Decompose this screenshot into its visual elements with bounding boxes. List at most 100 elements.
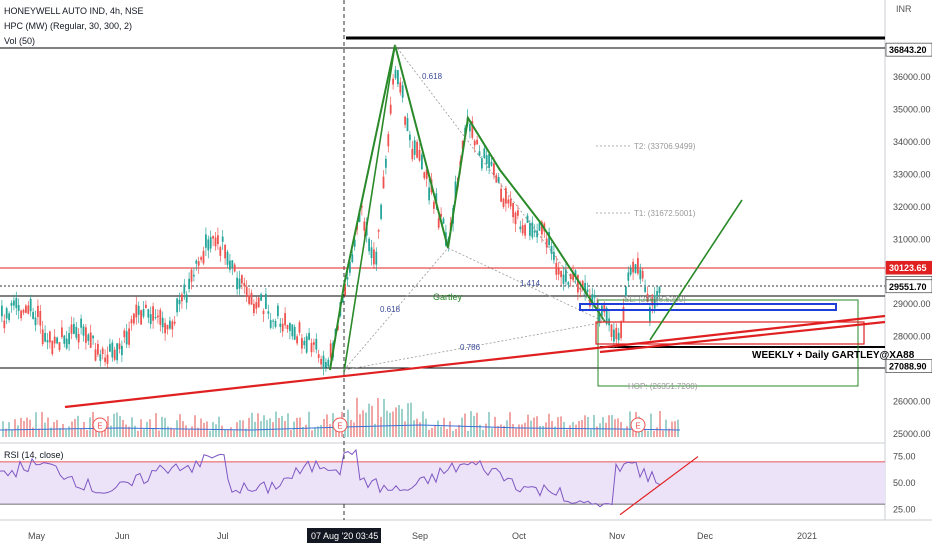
candle-body — [440, 213, 442, 217]
price-tick-3: 33000.00 — [893, 169, 931, 179]
candle-body — [565, 269, 567, 282]
candle-body — [418, 149, 421, 161]
candle-body — [190, 269, 193, 282]
price-tick-4: 32000.00 — [893, 202, 931, 212]
volume-bar — [371, 405, 373, 437]
candle-body — [169, 320, 171, 329]
candle-body — [344, 284, 346, 296]
volume-bar — [608, 415, 610, 437]
volume-bar — [482, 429, 484, 437]
candle-body — [231, 260, 234, 269]
volume-bar — [527, 414, 529, 437]
symbol-title[interactable]: HONEYWELL AUTO IND, 4h, NSE — [4, 6, 144, 16]
candle-body — [202, 250, 205, 264]
volume-bar — [26, 417, 28, 437]
volume-bar — [215, 424, 217, 437]
candle-body — [183, 284, 186, 294]
volume-bar — [434, 424, 436, 437]
candle-body — [44, 332, 46, 342]
candle-body — [147, 309, 150, 318]
volume-bar — [335, 429, 337, 437]
volume-bar — [209, 430, 211, 437]
volume-bar — [59, 427, 61, 437]
candle-body — [598, 312, 601, 323]
volume-bar — [479, 424, 481, 437]
candle-body — [164, 323, 166, 334]
candle-body — [423, 172, 426, 179]
candle-body — [236, 277, 238, 290]
volume-bar — [665, 419, 667, 437]
volume-bar — [623, 429, 625, 437]
volume-bar — [464, 413, 466, 437]
volume-bar — [632, 426, 634, 437]
volume-bar — [20, 417, 22, 437]
candle-body — [10, 302, 13, 306]
volume-bar — [506, 420, 508, 437]
volume-legend[interactable]: Vol (50) — [4, 36, 36, 46]
candle-body — [80, 318, 82, 328]
volume-bar — [266, 420, 268, 437]
candle-body — [154, 316, 157, 318]
candle-body — [188, 278, 190, 290]
candle-body — [303, 340, 306, 346]
rsi-legend[interactable]: RSI (14, close) — [4, 450, 64, 460]
volume-bar — [104, 425, 106, 437]
volume-bar — [230, 427, 232, 437]
long-trendline — [64, 314, 886, 409]
price-tag-4 — [885, 359, 932, 374]
candle-body — [248, 295, 250, 304]
candle-body — [53, 336, 56, 344]
volume-bar — [593, 415, 595, 437]
candle-body — [476, 139, 478, 145]
candle-body — [70, 324, 73, 334]
volume-bar — [425, 418, 427, 437]
candle-body — [517, 210, 519, 216]
fib-bd-guide — [447, 247, 606, 323]
volume-bar — [251, 412, 253, 437]
volume-bar — [56, 420, 58, 437]
candle-body — [27, 305, 30, 314]
candle-body — [370, 247, 373, 259]
volume-bar — [344, 429, 346, 437]
volume-bar — [302, 426, 304, 437]
candle-body — [219, 247, 222, 256]
rsi-line — [0, 448, 661, 508]
volume-bar — [35, 412, 37, 437]
volume-bar — [590, 429, 592, 437]
candle-body — [416, 141, 418, 158]
candle-body — [505, 188, 507, 204]
indicator-legend[interactable]: HPC (MW) (Regular, 30, 300, 2) — [4, 21, 133, 31]
volume-bar — [386, 410, 388, 437]
candle-body — [541, 221, 543, 235]
volume-bar — [194, 415, 196, 437]
volume-bar — [158, 430, 160, 437]
volume-bar — [137, 430, 139, 437]
hop-label: HOP: (26351.7200) — [628, 382, 698, 391]
volume-bar — [656, 427, 658, 437]
volume-bar — [29, 419, 31, 437]
volume-bar — [563, 421, 565, 437]
candle-body — [265, 293, 267, 309]
volume-bar — [299, 417, 301, 437]
candle-body — [142, 309, 145, 317]
volume-bar — [662, 430, 664, 437]
crosshair-time-tag — [307, 528, 381, 543]
volume-bar — [611, 415, 613, 437]
volume-bar — [566, 429, 568, 437]
candle-body — [497, 177, 500, 183]
volume-bar — [107, 416, 109, 437]
pattern-note: WEEKLY + Daily GARTLEY@XA88 — [752, 350, 915, 361]
candle-body — [272, 320, 274, 322]
candle-body — [61, 327, 63, 338]
volume-bar — [596, 426, 598, 437]
candle-body — [413, 140, 416, 155]
volume-bar — [287, 413, 289, 437]
volume-bar — [476, 412, 478, 437]
volume-bar — [575, 424, 577, 437]
volume-bar — [89, 417, 91, 437]
price-tag-1 — [885, 260, 932, 275]
volume-bar — [587, 416, 589, 437]
price-tick-1: 35000.00 — [893, 104, 931, 114]
volume-bar — [32, 427, 34, 437]
